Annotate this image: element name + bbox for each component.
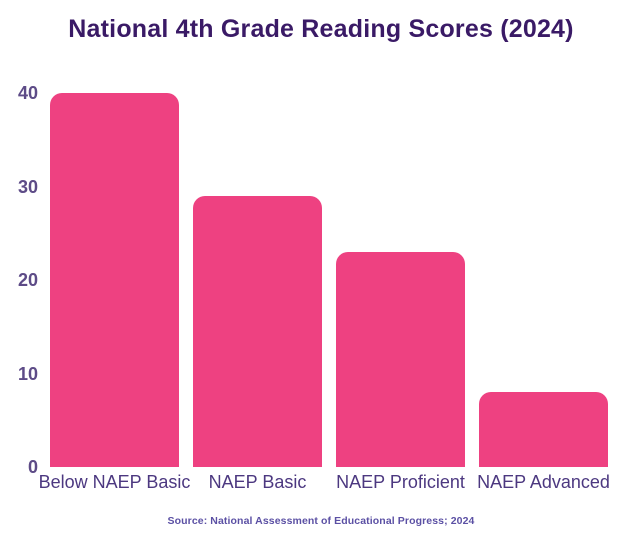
x-axis-category-label: Below NAEP Basic (38, 472, 191, 492)
x-axis-category-label: NAEP Proficient (336, 472, 465, 492)
bar (336, 252, 465, 467)
x-axis-category-label: NAEP Advanced (477, 472, 610, 492)
x-axis: Below NAEP Basic NAEP Basic NAEP Proficien… (39, 472, 610, 496)
bar (50, 93, 179, 467)
y-axis: 0 10 20 30 40 (0, 84, 44, 476)
x-axis-category-label: NAEP Basic (208, 472, 307, 492)
plot-area (50, 93, 608, 467)
y-axis-tick-label: 0 (27, 457, 38, 477)
bar (193, 196, 322, 467)
y-axis-tick-label: 40 (17, 83, 38, 103)
source-note: Source: National Assessment of Education… (167, 515, 475, 527)
y-axis-tick-label: 20 (17, 270, 38, 290)
chart-title: National 4th Grade Reading Scores (2024) (68, 15, 574, 43)
y-axis-tick-label: 10 (17, 364, 38, 384)
y-axis-tick-label: 30 (17, 177, 38, 197)
bar (479, 392, 608, 467)
